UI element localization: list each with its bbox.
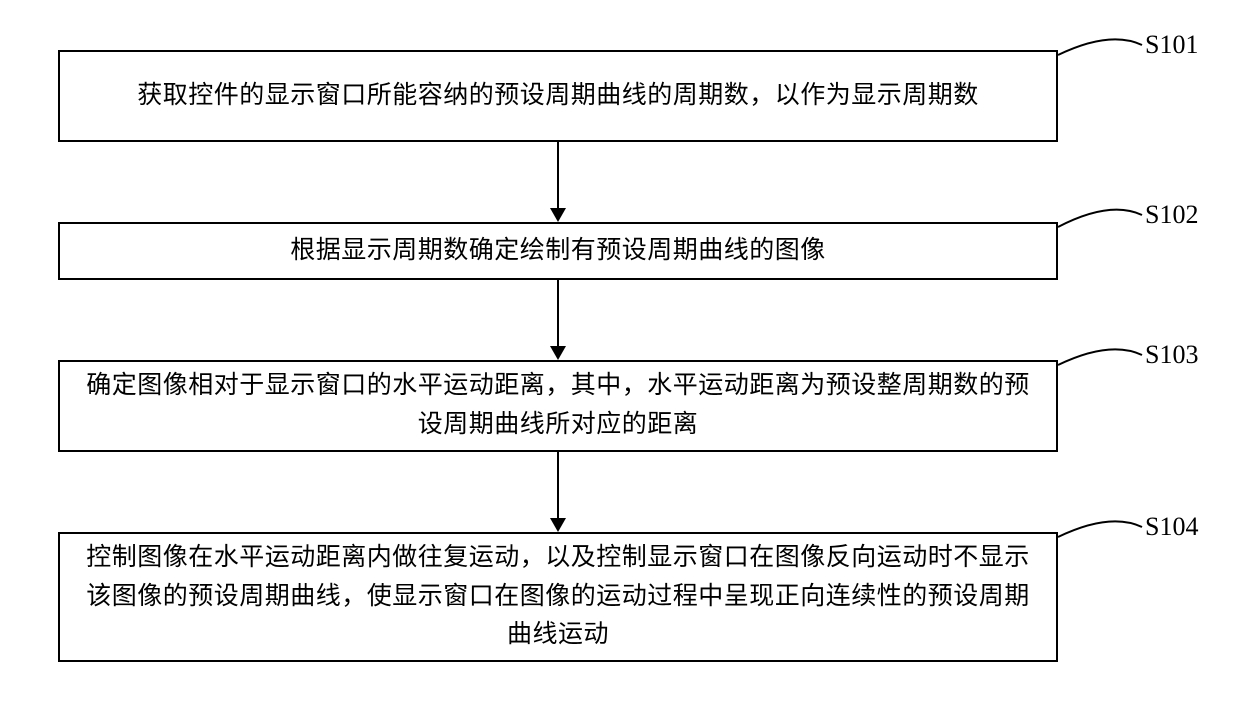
arrow-head-icon (550, 346, 566, 360)
step-text: 确定图像相对于显示窗口的水平运动距离，其中，水平运动距离为预设整周期数的预设周期… (78, 367, 1038, 445)
step-label-s102: S102 (1145, 200, 1198, 230)
step-text: 根据显示周期数确定绘制有预设周期曲线的图像 (290, 232, 826, 271)
flow-step-s104: 控制图像在水平运动距离内做往复运动，以及控制显示窗口在图像反向运动时不显示该图像… (58, 532, 1058, 662)
leader-curve (1054, 508, 1146, 541)
step-label-s104: S104 (1145, 512, 1198, 542)
leader-curve (1054, 26, 1146, 59)
arrow-s102-s103 (557, 280, 559, 346)
flowchart-canvas: 获取控件的显示窗口所能容纳的预设周期曲线的周期数，以作为显示周期数 S101 根据显… (0, 0, 1240, 728)
arrow-s101-s102 (557, 142, 559, 208)
leader-curve (1054, 196, 1146, 231)
arrow-s103-s104 (557, 452, 559, 518)
step-label-s103: S103 (1145, 340, 1198, 370)
flow-step-s102: 根据显示周期数确定绘制有预设周期曲线的图像 (58, 222, 1058, 280)
arrow-head-icon (550, 208, 566, 222)
step-text: 获取控件的显示窗口所能容纳的预设周期曲线的周期数，以作为显示周期数 (137, 77, 979, 116)
arrow-head-icon (550, 518, 566, 532)
flow-step-s103: 确定图像相对于显示窗口的水平运动距离，其中，水平运动距离为预设整周期数的预设周期… (58, 360, 1058, 452)
leader-curve (1054, 336, 1146, 369)
flow-step-s101: 获取控件的显示窗口所能容纳的预设周期曲线的周期数，以作为显示周期数 (58, 50, 1058, 142)
step-text: 控制图像在水平运动距离内做往复运动，以及控制显示窗口在图像反向运动时不显示该图像… (78, 539, 1038, 655)
step-label-s101: S101 (1145, 30, 1198, 60)
